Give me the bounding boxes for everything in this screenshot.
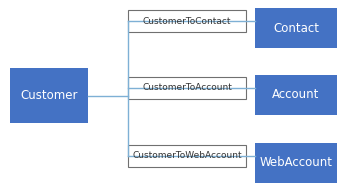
FancyBboxPatch shape xyxy=(128,10,246,32)
Text: Account: Account xyxy=(272,89,320,102)
Text: Contact: Contact xyxy=(273,21,319,35)
Text: CustomerToWebAccount: CustomerToWebAccount xyxy=(132,152,242,160)
FancyBboxPatch shape xyxy=(128,77,246,99)
Text: Customer: Customer xyxy=(20,89,78,102)
Text: CustomerToAccount: CustomerToAccount xyxy=(142,83,232,92)
FancyBboxPatch shape xyxy=(128,145,246,167)
Text: CustomerToContact: CustomerToContact xyxy=(143,17,231,26)
FancyBboxPatch shape xyxy=(255,143,337,183)
FancyBboxPatch shape xyxy=(255,8,337,48)
FancyBboxPatch shape xyxy=(255,75,337,115)
FancyBboxPatch shape xyxy=(10,68,88,123)
Text: WebAccount: WebAccount xyxy=(259,157,332,169)
